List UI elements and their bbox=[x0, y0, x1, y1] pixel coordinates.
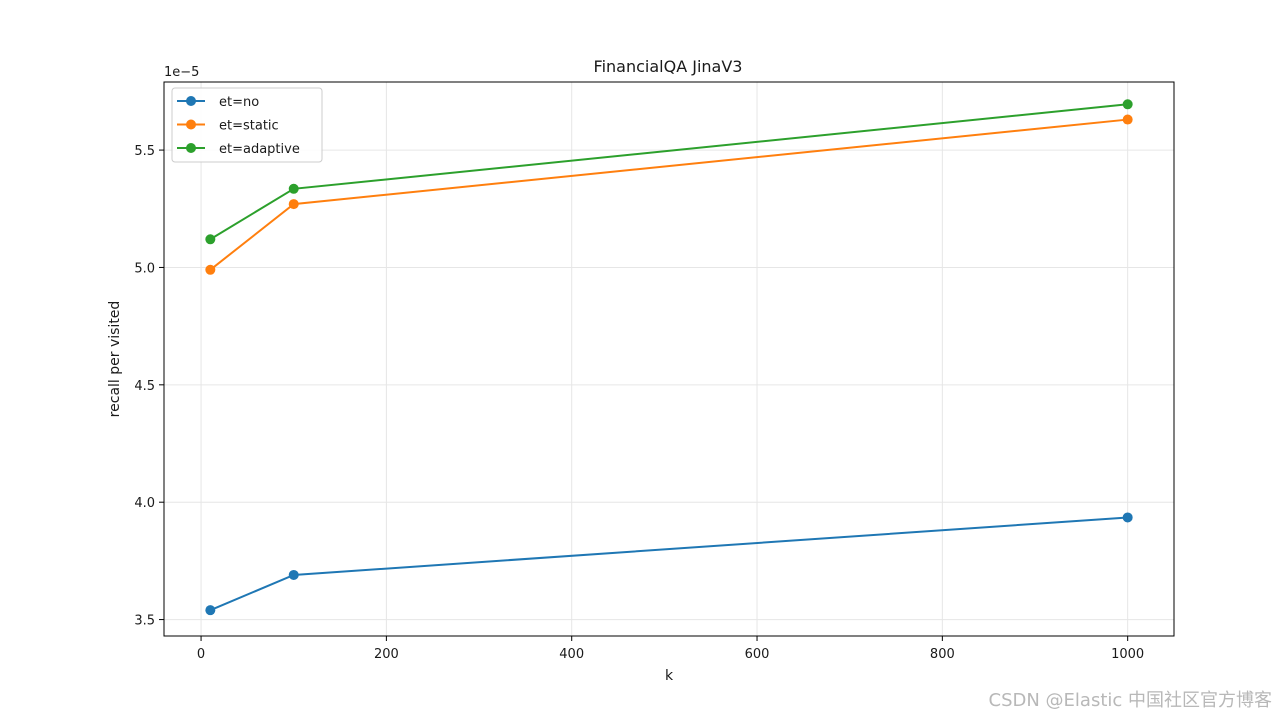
y-axis-label: recall per visited bbox=[107, 301, 123, 418]
x-axis-ticks: 0 200 400 600 800 1000 bbox=[197, 636, 1144, 662]
legend-entries: et=no et=static et=adaptive bbox=[177, 95, 300, 157]
x-tick-label: 600 bbox=[745, 647, 770, 662]
y-tick-label: 4.5 bbox=[134, 379, 155, 394]
legend-label-et-adaptive: et=adaptive bbox=[219, 142, 300, 157]
data-point-et-static bbox=[1122, 114, 1133, 125]
legend-box bbox=[171, 87, 323, 163]
y-axis-ticks: 3.5 4.0 4.5 5.0 5.5 bbox=[134, 144, 164, 629]
y-scale-multiplier: 1e−5 bbox=[164, 65, 199, 80]
legend-marker-et-adaptive bbox=[186, 143, 196, 153]
data-point-et-no bbox=[205, 605, 216, 616]
y-tick-label: 4.0 bbox=[134, 496, 155, 511]
legend-marker-et-no bbox=[186, 96, 196, 106]
x-tick-label: 200 bbox=[374, 647, 399, 662]
y-tick-label: 5.5 bbox=[134, 144, 155, 159]
x-tick-label: 800 bbox=[930, 647, 955, 662]
legend: et=no et=static et=adaptive bbox=[171, 87, 323, 163]
y-tick-label: 3.5 bbox=[134, 614, 155, 629]
data-point-et-no bbox=[1122, 512, 1133, 523]
x-tick-label: 0 bbox=[197, 647, 205, 662]
y-tick-label: 5.0 bbox=[134, 261, 155, 276]
chart-title: FinancialQA JinaV3 bbox=[594, 57, 743, 76]
legend-label-et-no: et=no bbox=[219, 95, 259, 110]
data-point-et-adaptive bbox=[1122, 99, 1133, 110]
x-axis-label: k bbox=[665, 668, 674, 684]
legend-marker-et-static bbox=[186, 119, 196, 130]
plot-area bbox=[163, 81, 1175, 637]
data-point-et-adaptive bbox=[288, 183, 299, 194]
legend-label-et-static: et=static bbox=[219, 119, 279, 134]
x-tick-label: 400 bbox=[559, 647, 584, 662]
data-point-et-adaptive bbox=[205, 234, 216, 245]
series-group bbox=[205, 99, 1133, 616]
x-tick-label: 1000 bbox=[1111, 647, 1144, 662]
data-point-et-static bbox=[205, 264, 216, 275]
data-point-et-static bbox=[288, 199, 299, 210]
watermark: CSDN @Elastic 中国社区官方博客 bbox=[988, 690, 1273, 711]
data-point-et-no bbox=[288, 569, 299, 580]
